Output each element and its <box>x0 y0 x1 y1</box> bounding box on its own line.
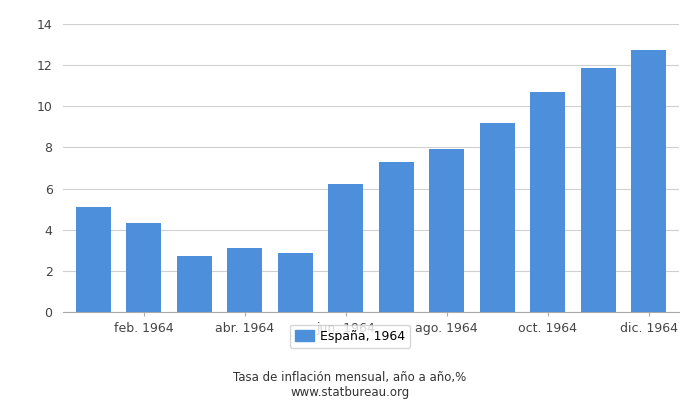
Bar <box>429 150 464 312</box>
Legend: España, 1964: España, 1964 <box>290 325 410 348</box>
Text: www.statbureau.org: www.statbureau.org <box>290 386 410 399</box>
Bar <box>76 207 111 312</box>
Text: Tasa de inflación mensual, año a año,%: Tasa de inflación mensual, año a año,% <box>233 372 467 384</box>
Bar <box>126 222 162 312</box>
Bar <box>631 50 666 312</box>
Bar <box>580 68 616 312</box>
Bar <box>176 256 212 312</box>
Bar <box>328 184 363 312</box>
Bar <box>278 253 313 312</box>
Bar <box>227 248 262 312</box>
Bar <box>530 92 566 312</box>
Bar <box>379 162 414 312</box>
Bar <box>480 123 515 312</box>
